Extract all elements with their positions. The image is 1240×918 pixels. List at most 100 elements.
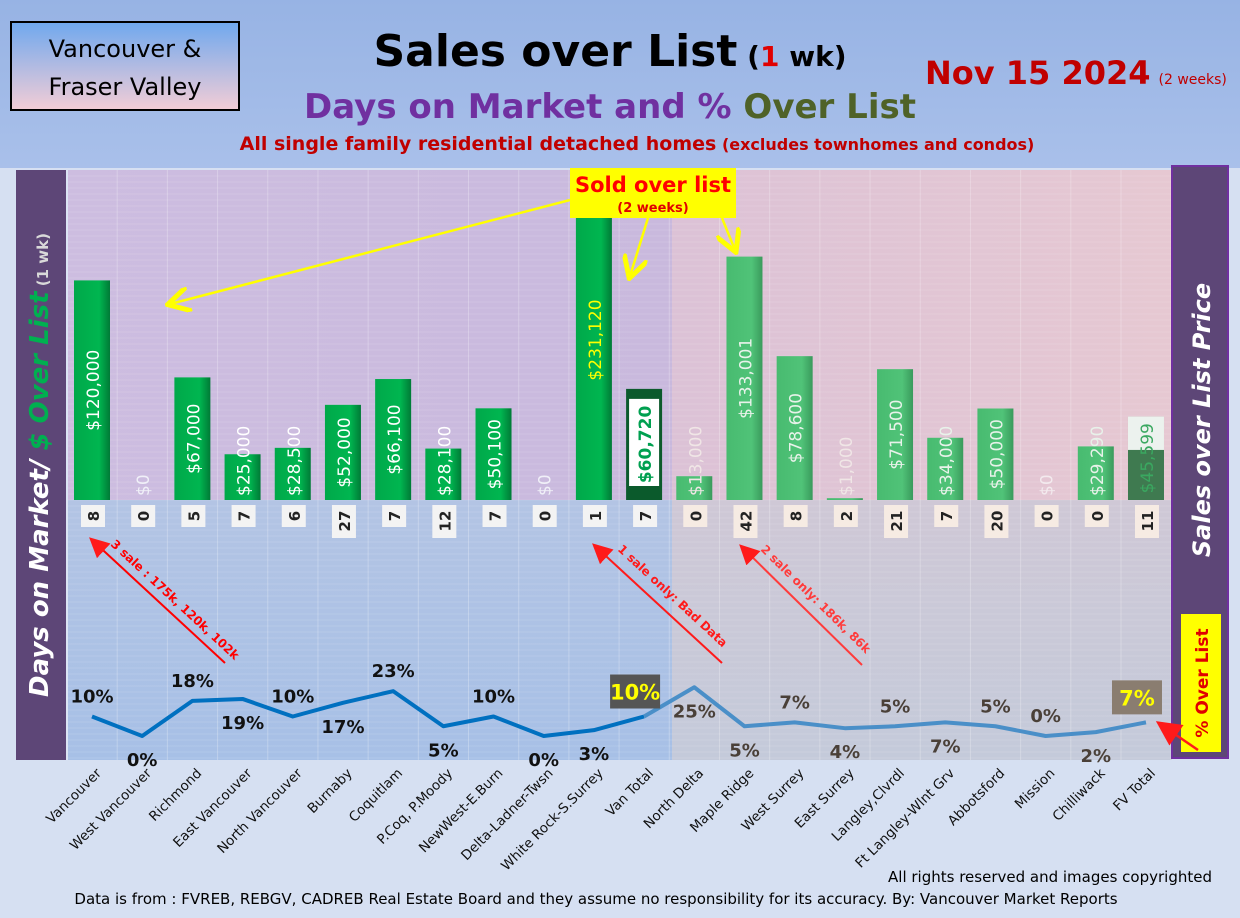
bar-20 <box>1077 446 1114 500</box>
bar-17 <box>927 437 964 500</box>
bar-value-label: $50,100 <box>486 419 506 489</box>
copyright-text: All rights reserved and images copyright… <box>888 868 1212 886</box>
pct-line-van <box>91 689 645 738</box>
dom-box <box>131 505 156 527</box>
dom-box <box>432 505 457 538</box>
dom-box <box>231 505 256 527</box>
dom-value: 8 <box>85 511 103 521</box>
bar-value-label: $50,000 <box>987 419 1007 489</box>
bar-value-label: $133,001 <box>736 338 756 419</box>
bar-inner-van-total <box>629 398 660 486</box>
bar-value-label: $0 <box>1038 474 1058 496</box>
dom-box <box>181 505 206 527</box>
pct-label: 19% <box>221 713 264 734</box>
dom-value: 2 <box>838 511 856 521</box>
dom-value: 7 <box>938 511 956 521</box>
dom-box <box>482 505 507 527</box>
plot-upper-van <box>68 170 672 500</box>
bar-value-label: $1,000 <box>837 437 857 496</box>
bar-value-label: $0 <box>134 474 154 496</box>
dom-value: 0 <box>135 511 153 521</box>
bar-value-label: $231,120 <box>586 299 606 380</box>
bar-value-label: $34,000 <box>937 426 957 496</box>
pct-label: 5% <box>880 696 911 717</box>
pct-label: 3% <box>579 744 610 765</box>
dom-value: 5 <box>185 511 203 521</box>
dom-value: 0 <box>1089 511 1107 521</box>
dom-value: 12 <box>436 511 454 532</box>
dom-value: 1 <box>587 511 605 521</box>
plot-lower-fv <box>672 500 1172 760</box>
bar-8 <box>475 408 512 500</box>
dom-value: 7 <box>487 511 505 521</box>
bar-18 <box>977 408 1014 500</box>
pct-label: 5% <box>729 740 760 761</box>
bars-group <box>74 170 1164 500</box>
bar-15 <box>826 498 863 500</box>
bar-14 <box>776 356 813 500</box>
pct-over-list-label: % Over List <box>1193 628 1213 737</box>
dom-box <box>1034 505 1059 527</box>
dom-value: 11 <box>1139 511 1157 532</box>
pct-total-label: 10% <box>610 681 660 705</box>
pct-label: 17% <box>321 717 364 738</box>
bar-labels-group: $120,000 $0 $67,000 $25,000 $28,500 $52,000 $6… <box>84 299 1158 496</box>
dom-box <box>833 505 858 527</box>
pct-label: 10% <box>271 687 314 708</box>
pct-total-label: 7% <box>1119 686 1155 710</box>
dom-value: 0 <box>1039 511 1057 521</box>
bar-value-label: $67,000 <box>184 404 204 474</box>
callout-arrows <box>170 198 735 304</box>
pct-label: 25% <box>673 701 716 722</box>
dom-box <box>281 505 306 527</box>
pct-label: 4% <box>830 742 861 763</box>
bar-16 <box>877 369 914 500</box>
report-date: Nov 15 2024 (2 weeks) <box>925 54 1227 92</box>
plot-lower-van <box>68 500 672 760</box>
pct-label: 10% <box>472 687 515 708</box>
dom-box <box>331 505 356 538</box>
callout-title: Sold over list <box>575 173 731 197</box>
pct-label: 2% <box>1081 746 1112 767</box>
bar-4 <box>274 447 311 500</box>
source-text: Data is from : FVREB, REBGV, CADREB Real… <box>74 890 1117 908</box>
pct-label: 10% <box>70 687 113 708</box>
dom-box <box>633 505 658 527</box>
bar-value-label: $0 <box>536 474 556 496</box>
dom-box <box>1134 505 1159 538</box>
chart-subtitle: Days on Market and % Over List <box>304 87 916 127</box>
dom-box <box>683 505 708 527</box>
pct-line-group: 10% 0% 18% 19% 10% 17% 23% 5% 10% 0% 3% 10% 25% 5% 7% 4… <box>70 661 1162 771</box>
annotation-arrow-2 <box>592 543 723 664</box>
dom-value: 8 <box>788 511 806 521</box>
dom-box <box>1084 505 1109 527</box>
sold-over-list-callout: Sold over list (2 weeks) <box>570 168 736 218</box>
bar-value-label: $25,000 <box>235 426 255 496</box>
right-axis-title: Sales over List Price <box>1188 283 1216 557</box>
bar-value-label: $52,000 <box>335 417 355 487</box>
dom-box <box>984 505 1009 538</box>
pct-label: 23% <box>372 661 415 682</box>
dom-value: 6 <box>286 511 304 521</box>
pct-label: 7% <box>930 736 961 757</box>
annotation-arrow-1 <box>89 537 226 664</box>
bar-value-label: $71,500 <box>887 399 907 469</box>
region-line-1: Vancouver & <box>49 35 202 63</box>
pct-label: 0% <box>127 750 158 771</box>
dom-value: 7 <box>386 511 404 521</box>
left-axis-panel <box>16 170 66 760</box>
pct-total-box <box>1111 680 1162 715</box>
bar-2 <box>174 377 211 500</box>
yellow-arrow-2 <box>630 217 650 276</box>
bar-value-label: $28,500 <box>285 426 305 496</box>
dom-value: 42 <box>737 511 755 532</box>
pct-over-list-box <box>1181 614 1221 752</box>
dom-value: 7 <box>236 511 254 521</box>
bar-5 <box>324 404 361 500</box>
annotation-arrow-3 <box>739 544 863 666</box>
bar-value-label: $13,000 <box>686 426 706 496</box>
bar-inner-fv-total <box>1127 416 1164 450</box>
dom-value: 7 <box>637 511 655 521</box>
bar-7 <box>425 448 462 500</box>
